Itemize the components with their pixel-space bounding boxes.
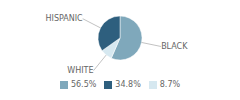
svg-text:WHITE: WHITE (67, 66, 93, 75)
html-text:56.5%: 56.5% (70, 80, 97, 89)
html-text:8.7%: 8.7% (159, 80, 181, 89)
svg-text:HISPANIC: HISPANIC (46, 14, 84, 23)
svg-text:BLACK: BLACK (161, 42, 188, 51)
html-text:34.8%: 34.8% (115, 80, 141, 89)
